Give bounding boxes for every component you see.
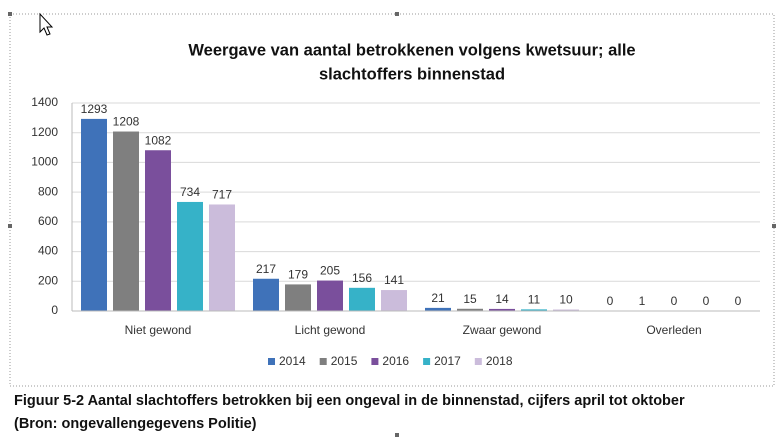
legend-label: 2016	[382, 354, 409, 368]
data-label: 734	[180, 185, 200, 199]
data-label: 0	[671, 294, 678, 308]
handle	[395, 433, 399, 437]
x-tick-label: Licht gewond	[295, 323, 366, 337]
legend-label: 2014	[279, 354, 306, 368]
data-label: 11	[528, 293, 541, 307]
bar	[457, 308, 483, 311]
bar	[253, 278, 279, 311]
data-label: 0	[735, 294, 742, 308]
x-tick-label: Overleden	[646, 323, 701, 337]
data-label: 205	[320, 264, 340, 278]
data-label: 1293	[81, 102, 108, 116]
bar	[81, 118, 107, 311]
handle	[8, 12, 12, 16]
bar	[553, 309, 579, 311]
bar	[113, 131, 139, 311]
cursor	[39, 12, 54, 36]
chart-title: slachtoffers binnenstad	[319, 65, 505, 83]
y-tick-label: 200	[38, 273, 58, 287]
data-label: 141	[384, 273, 404, 287]
bar	[209, 204, 235, 311]
bar	[177, 201, 203, 311]
caption: (Bron: ongevallengegevens Politie)	[14, 416, 257, 432]
legend-swatch	[268, 358, 275, 365]
data-label: 1	[639, 294, 646, 308]
legend-label: 2017	[434, 354, 461, 368]
y-tick-label: 400	[38, 244, 58, 258]
bar	[349, 287, 375, 311]
data-label: 10	[559, 293, 573, 307]
data-label: 179	[288, 268, 308, 282]
data-label: 0	[703, 294, 710, 308]
legend-label: 2018	[486, 354, 513, 368]
x-tick-label: Niet gewond	[125, 323, 192, 337]
data-label: 15	[463, 292, 477, 306]
data-label: 1082	[145, 133, 172, 147]
legend-swatch	[423, 358, 431, 365]
bar	[381, 290, 407, 311]
selection-frame	[9, 13, 775, 387]
bar	[317, 280, 343, 311]
y-tick-label: 1400	[31, 95, 58, 109]
y-tick-label: 1200	[31, 125, 58, 139]
bar	[521, 309, 547, 311]
data-label: 21	[431, 291, 445, 305]
y-tick-label: 0	[51, 303, 58, 317]
handle	[395, 12, 399, 16]
chart-title: Weergave van aantal betrokkenen volgens …	[188, 41, 635, 59]
data-label: 717	[212, 188, 232, 202]
bar	[145, 150, 171, 311]
bar	[489, 308, 515, 311]
data-label: 156	[352, 271, 372, 285]
data-label: 1208	[113, 115, 140, 129]
y-tick-label: 800	[38, 184, 58, 198]
bar	[285, 284, 311, 311]
data-label: 217	[256, 262, 276, 276]
legend-swatch	[319, 358, 327, 365]
bar	[425, 307, 451, 311]
handle	[772, 224, 776, 228]
handle	[8, 224, 12, 228]
legend-swatch	[371, 358, 379, 365]
legend-label: 2015	[331, 354, 358, 368]
caption: Figuur 5-2 Aantal slachtoffers betrokken…	[14, 393, 685, 409]
x-tick-label: Zwaar gewond	[463, 323, 542, 337]
data-label: 14	[495, 292, 509, 306]
legend-swatch	[474, 358, 482, 365]
y-tick-label: 600	[38, 214, 58, 228]
y-tick-label: 1000	[31, 155, 58, 169]
data-label: 0	[607, 294, 614, 308]
